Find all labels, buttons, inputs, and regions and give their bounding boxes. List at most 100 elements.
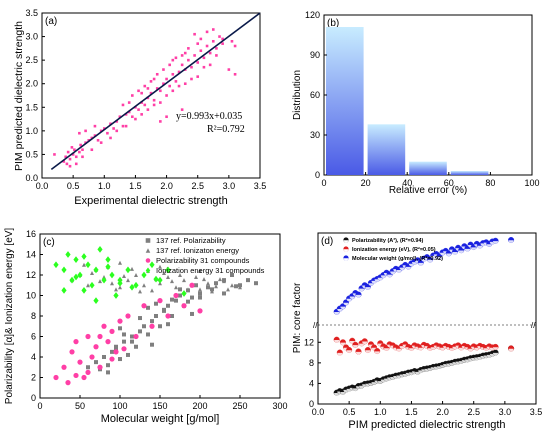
panel-a-point	[96, 138, 100, 142]
panel-c-legend-marker	[145, 238, 151, 243]
panel-a-point	[168, 63, 171, 67]
panel-a-point	[162, 82, 165, 86]
panel-c-point-series-0	[186, 299, 190, 304]
panel-c-point-series-2	[133, 333, 139, 340]
panel-a-point	[149, 91, 153, 95]
panel-d-point-highlight	[458, 347, 464, 351]
panel-c-y-tick-label: 10	[26, 291, 36, 301]
panel-a-point	[165, 77, 168, 81]
panel-c-point-series-1	[110, 281, 114, 286]
panel-b-y-ticks: 0 30 60 90 120	[305, 10, 327, 180]
panel-a-point	[149, 80, 153, 83]
panel-c-point-series-3	[141, 271, 147, 279]
panel-d-legend-marker-highlight	[343, 240, 349, 243]
panel-c-point-series-2	[113, 349, 119, 355]
panel-d-point-highlight	[387, 274, 393, 278]
panel-d-point-highlight	[390, 271, 396, 275]
panel-c-y-label: Polarizability [α]& Ionization energy [e…	[4, 228, 15, 405]
panel-c-point-series-0	[114, 344, 118, 349]
panel-a-point	[165, 94, 168, 97]
panel-c-point-series-2	[77, 359, 83, 365]
panel-d-point-highlight	[365, 287, 371, 290]
panel-a-point	[159, 120, 162, 123]
panel-d-y-tick-label: 0	[309, 399, 314, 409]
panel-c-legend-label: Ionization energy 31 compounds	[156, 266, 265, 275]
panel-c-y-ticks: 0 2 4 6 8 10 12 14 16	[26, 229, 43, 403]
panel-d-point-highlight	[439, 252, 446, 256]
panel-a-point	[221, 42, 224, 45]
panel-c-point-series-0	[130, 339, 134, 344]
panel-d-y-tick-label: 12	[304, 337, 314, 347]
panel-a-point	[131, 94, 134, 97]
panel-c-point-series-1	[90, 270, 94, 275]
panel-a-point	[159, 89, 162, 93]
panel-d-point-highlight	[371, 280, 377, 284]
panel-a-point	[71, 153, 75, 156]
panel-a-y-tick-label: 0.0	[25, 173, 38, 183]
panel-c-point-series-0	[162, 307, 166, 312]
panel-c-point-series-2	[69, 349, 75, 355]
panel-c-legend-marker	[145, 267, 151, 274]
panel-d-point-highlight	[346, 298, 352, 302]
panel-d-point-highlight	[359, 343, 365, 347]
panel-d-point-highlight	[334, 312, 340, 315]
panel-a-point	[230, 39, 234, 43]
panel-d-point-highlight	[340, 342, 346, 346]
panel-d-point-highlight	[399, 346, 405, 349]
panel-c-x-tick-label: 50	[75, 401, 85, 411]
panel-c-point-series-3	[133, 281, 139, 289]
panel-c-point-series-3	[85, 261, 91, 269]
panel-a-point	[74, 155, 78, 159]
panel-d-point-highlight	[396, 269, 402, 273]
panel-c-point-series-1	[142, 283, 146, 288]
panel-a-point	[127, 110, 131, 114]
panel-d-point-highlight	[468, 348, 474, 352]
panel-d-point-highlight	[352, 345, 358, 348]
panel-c-point-series-0	[126, 352, 130, 357]
panel-d-point-highlight	[427, 259, 433, 263]
panel-a-point	[78, 131, 81, 135]
panel-c-point-series-3	[109, 271, 115, 279]
panel-a-point	[165, 115, 168, 119]
panel-a-point	[187, 47, 190, 50]
panel-c-legend-label: 137 ref. Polarizability	[156, 236, 226, 245]
panel-c-legend-marker	[145, 258, 151, 263]
panel-c-point-series-1	[162, 270, 166, 275]
panel-a-point	[90, 136, 94, 140]
panel-c-point-series-0	[190, 311, 194, 316]
panel-c-point-series-0	[170, 314, 174, 318]
panel-c-y-tick-label: 16	[26, 229, 36, 239]
panel-c-point-series-1	[198, 268, 202, 273]
panel-c-point-series-3	[165, 266, 171, 274]
panel-a-point	[102, 127, 106, 130]
panel-a-point	[127, 101, 131, 104]
panel-c-point-series-0	[190, 295, 194, 300]
panel-a-point	[146, 87, 150, 90]
panel-a-point	[168, 84, 171, 88]
panel-c-x-tick-label: 0	[37, 401, 42, 411]
panel-a-point	[124, 113, 128, 116]
panel-c-point-series-1	[118, 285, 122, 290]
panel-d-x-tick-label: 2.5	[467, 407, 480, 417]
panel-c-point-series-0	[110, 349, 114, 354]
panel-a-point	[187, 58, 190, 62]
panel-c-point-series-0	[254, 281, 258, 286]
panel-c-point-series-1	[182, 278, 186, 283]
panel-d-legend-marker-highlight	[343, 258, 349, 261]
panel-a-point	[193, 54, 196, 57]
panel-a-point	[211, 28, 215, 31]
panel-c-point-series-3	[105, 256, 111, 264]
panel-c-legend-marker	[145, 248, 151, 253]
panel-c-point-series-3	[81, 253, 87, 260]
panel-d-point-highlight	[380, 275, 386, 278]
panel-a-point	[227, 68, 231, 71]
panel-c-point-series-2	[125, 313, 131, 319]
panel-d-point-highlight	[446, 253, 452, 257]
panel-a-point	[177, 84, 181, 88]
panel-b-x-tick-label: 80	[485, 178, 495, 188]
panel-a-point	[124, 124, 128, 128]
panel-c-point-series-0	[222, 291, 226, 296]
panel-a-x-label: Experimental dielectric strength	[74, 195, 227, 207]
panel-c-point-series-0	[166, 322, 170, 327]
